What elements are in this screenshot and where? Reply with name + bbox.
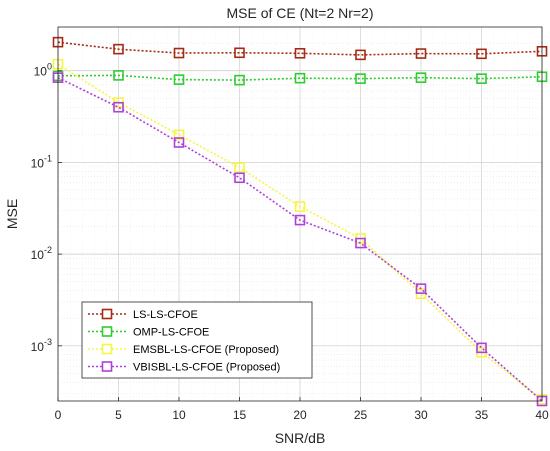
legend-label: EMSBL-LS-CFOE (Proposed) bbox=[133, 344, 279, 356]
chart-title: MSE of CE (Nt=2 Nr=2) bbox=[226, 5, 373, 21]
data-point bbox=[234, 172, 245, 184]
series-line bbox=[57, 76, 543, 402]
y-tick-label: 10-3 bbox=[31, 337, 52, 354]
data-point bbox=[294, 214, 306, 226]
y-tick-label: 100 bbox=[34, 62, 52, 79]
data-point bbox=[355, 49, 366, 61]
data-point bbox=[355, 237, 366, 249]
data-point bbox=[173, 74, 185, 85]
data-point bbox=[113, 43, 124, 55]
data-point bbox=[173, 129, 185, 141]
legend-label: VBISBL-LS-CFOE (Proposed) bbox=[133, 362, 280, 374]
x-tick-label: 40 bbox=[535, 408, 549, 422]
legend-marker bbox=[101, 308, 113, 320]
data-point bbox=[234, 162, 245, 173]
series-line bbox=[57, 63, 543, 401]
y-tick-label: 10-2 bbox=[31, 245, 52, 262]
data-point bbox=[173, 47, 185, 59]
data-point bbox=[294, 72, 306, 84]
x-tick-label: 0 bbox=[55, 408, 62, 422]
data-point bbox=[415, 48, 427, 59]
data-point bbox=[234, 47, 245, 59]
legend: LS-LS-CFOE OMP-LS-CFOE EMSBL-LS-CFOE (Prop… bbox=[81, 301, 313, 379]
axis-layer: 0 5 10 15 20 25 30 35 40 10-3 10-2 10-1 100 bbox=[31, 62, 549, 422]
data-point bbox=[476, 342, 487, 354]
data-point bbox=[476, 48, 487, 60]
y-axis-label: MSE bbox=[4, 199, 20, 229]
x-tick-label: 30 bbox=[414, 408, 428, 422]
data-point bbox=[234, 74, 245, 86]
x-axis-label: SNR/dB bbox=[275, 430, 326, 446]
series-line bbox=[57, 74, 543, 81]
x-tick-label: 25 bbox=[354, 408, 368, 422]
data-point bbox=[355, 73, 366, 84]
legend-marker bbox=[101, 326, 113, 337]
data-point bbox=[415, 283, 427, 294]
data-point bbox=[113, 70, 124, 81]
data-point bbox=[415, 72, 427, 83]
legend-marker bbox=[101, 343, 113, 355]
legend-label: OMP-LS-CFOE bbox=[133, 327, 209, 339]
legend-marker bbox=[101, 361, 113, 372]
x-tick-label: 35 bbox=[475, 408, 489, 422]
x-tick-label: 10 bbox=[172, 408, 186, 422]
x-tick-label: 15 bbox=[233, 408, 247, 422]
x-tick-label: 5 bbox=[115, 408, 122, 422]
y-tick-label: 10-1 bbox=[31, 153, 52, 170]
data-point bbox=[476, 73, 487, 84]
legend-label: LS-LS-CFOE bbox=[133, 309, 198, 321]
series-line bbox=[57, 41, 543, 56]
data-point bbox=[294, 47, 306, 59]
data-point bbox=[173, 137, 185, 148]
x-tick-label: 20 bbox=[293, 408, 307, 422]
data-point bbox=[113, 101, 124, 113]
data-point bbox=[294, 201, 306, 212]
